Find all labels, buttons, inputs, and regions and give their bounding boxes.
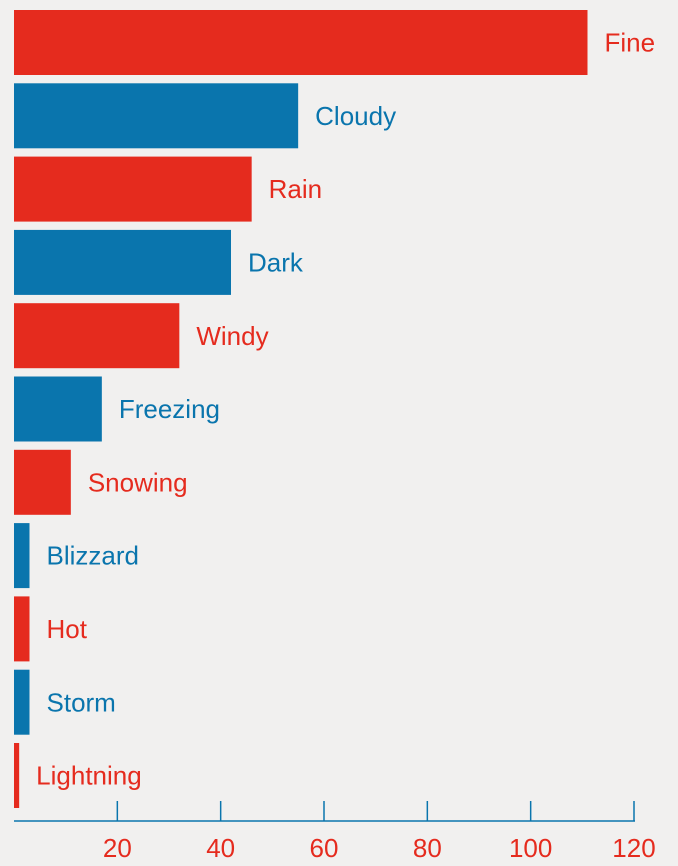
bar-label-dark: Dark [248,248,304,278]
bar-dark [14,229,231,295]
x-tick-label-60: 60 [310,833,339,863]
bar-label-windy: Windy [196,321,268,351]
bar-hot [14,596,30,662]
bar-snowing [14,449,71,515]
bar-label-fine: Fine [605,28,656,58]
bar-label-rain: Rain [269,174,322,204]
bar-fine [14,10,588,75]
bar-label-blizzard: Blizzard [47,541,139,571]
bar-label-storm: Storm [47,687,116,717]
bar-rain [14,156,252,222]
x-tick-label-40: 40 [206,833,235,863]
bar-label-lightning: Lightning [36,761,142,791]
x-tick-label-80: 80 [413,833,442,863]
bars-layer [14,10,588,808]
bar-windy [14,303,180,369]
bar-storm [14,669,30,735]
bar-label-hot: Hot [47,614,88,644]
bar-label-cloudy: Cloudy [315,101,396,131]
bar-freezing [14,376,102,442]
bar-labels-layer: Fine Cloudy Rain Dark Windy Freezing Snowing Bl… [36,28,655,791]
x-tick-label-100: 100 [509,833,552,863]
x-tick-label-20: 20 [103,833,132,863]
x-tick-label-120: 120 [612,833,655,863]
bar-cloudy [14,83,299,149]
bar-label-snowing: Snowing [88,467,188,497]
bar-label-freezing: Freezing [119,394,220,424]
bar-blizzard [14,523,30,589]
bar-lightning [14,743,20,808]
x-axis: 20 40 60 80 100 120 [14,801,656,863]
